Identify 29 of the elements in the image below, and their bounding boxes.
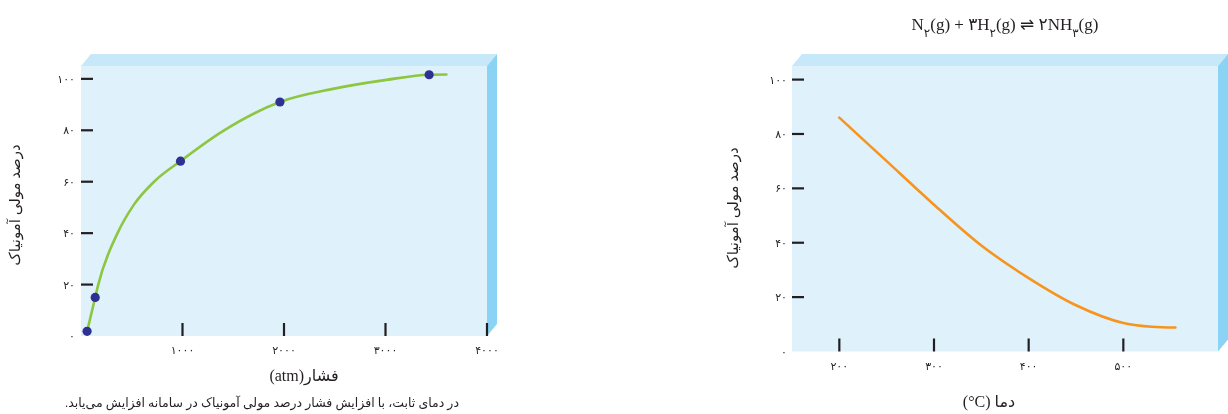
x-tick-label: ۲۰۰ [830,360,849,372]
point [82,326,92,336]
y-tick-label: ۶۰ [775,182,787,195]
y-tick-label: ۶۰ [63,175,75,188]
point [90,292,100,303]
y-tick-label: ۱۰۰ [769,73,787,86]
y-tick-label: ۸۰ [63,124,75,137]
x-tick-label: ۴۰۰ [1019,360,1038,372]
y-tick-label: ۰ [69,330,75,342]
y-tick-label: ۸۰ [775,127,787,140]
x-tick-label: ۴۰۰۰ [475,344,499,356]
line-series [838,116,1177,329]
y-axis-title: درصد مولی آمونیاک [724,147,742,269]
point [275,97,285,107]
y-tick-label: ۲۰ [63,278,75,291]
y-tick-label: ۴۰ [775,236,787,249]
y-tick-label: ۲۰ [775,291,787,304]
point [424,70,434,80]
text: در دمای ثابت، با افزایش فشار درصد مولی آمونیاک در سامانه افزایش می‌یابد. [65,395,459,411]
y-tick-label: ۴۰ [63,227,75,240]
y-tick-label: ۱۰۰ [57,72,75,85]
y-tick-label: ۰ [781,345,787,358]
point [175,156,186,166]
x-tick-label: ۲۰۰۰ [272,344,296,356]
x-tick-label: ۳۰۰۰ [373,344,398,356]
x-tick-label: ۱۰۰۰ [170,344,195,356]
x-tick-label: ۵۰۰ [1114,360,1133,372]
x-tick-label: ۳۰۰ [925,360,943,372]
y-axis-title: درصد مولی آمونیاک [6,144,24,266]
